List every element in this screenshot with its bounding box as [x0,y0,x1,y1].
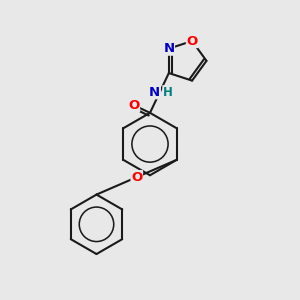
Text: O: O [128,99,140,112]
Text: O: O [187,34,198,47]
Text: N: N [163,42,174,55]
Text: H: H [163,86,173,99]
Text: N: N [149,86,160,99]
Text: O: O [131,171,142,184]
